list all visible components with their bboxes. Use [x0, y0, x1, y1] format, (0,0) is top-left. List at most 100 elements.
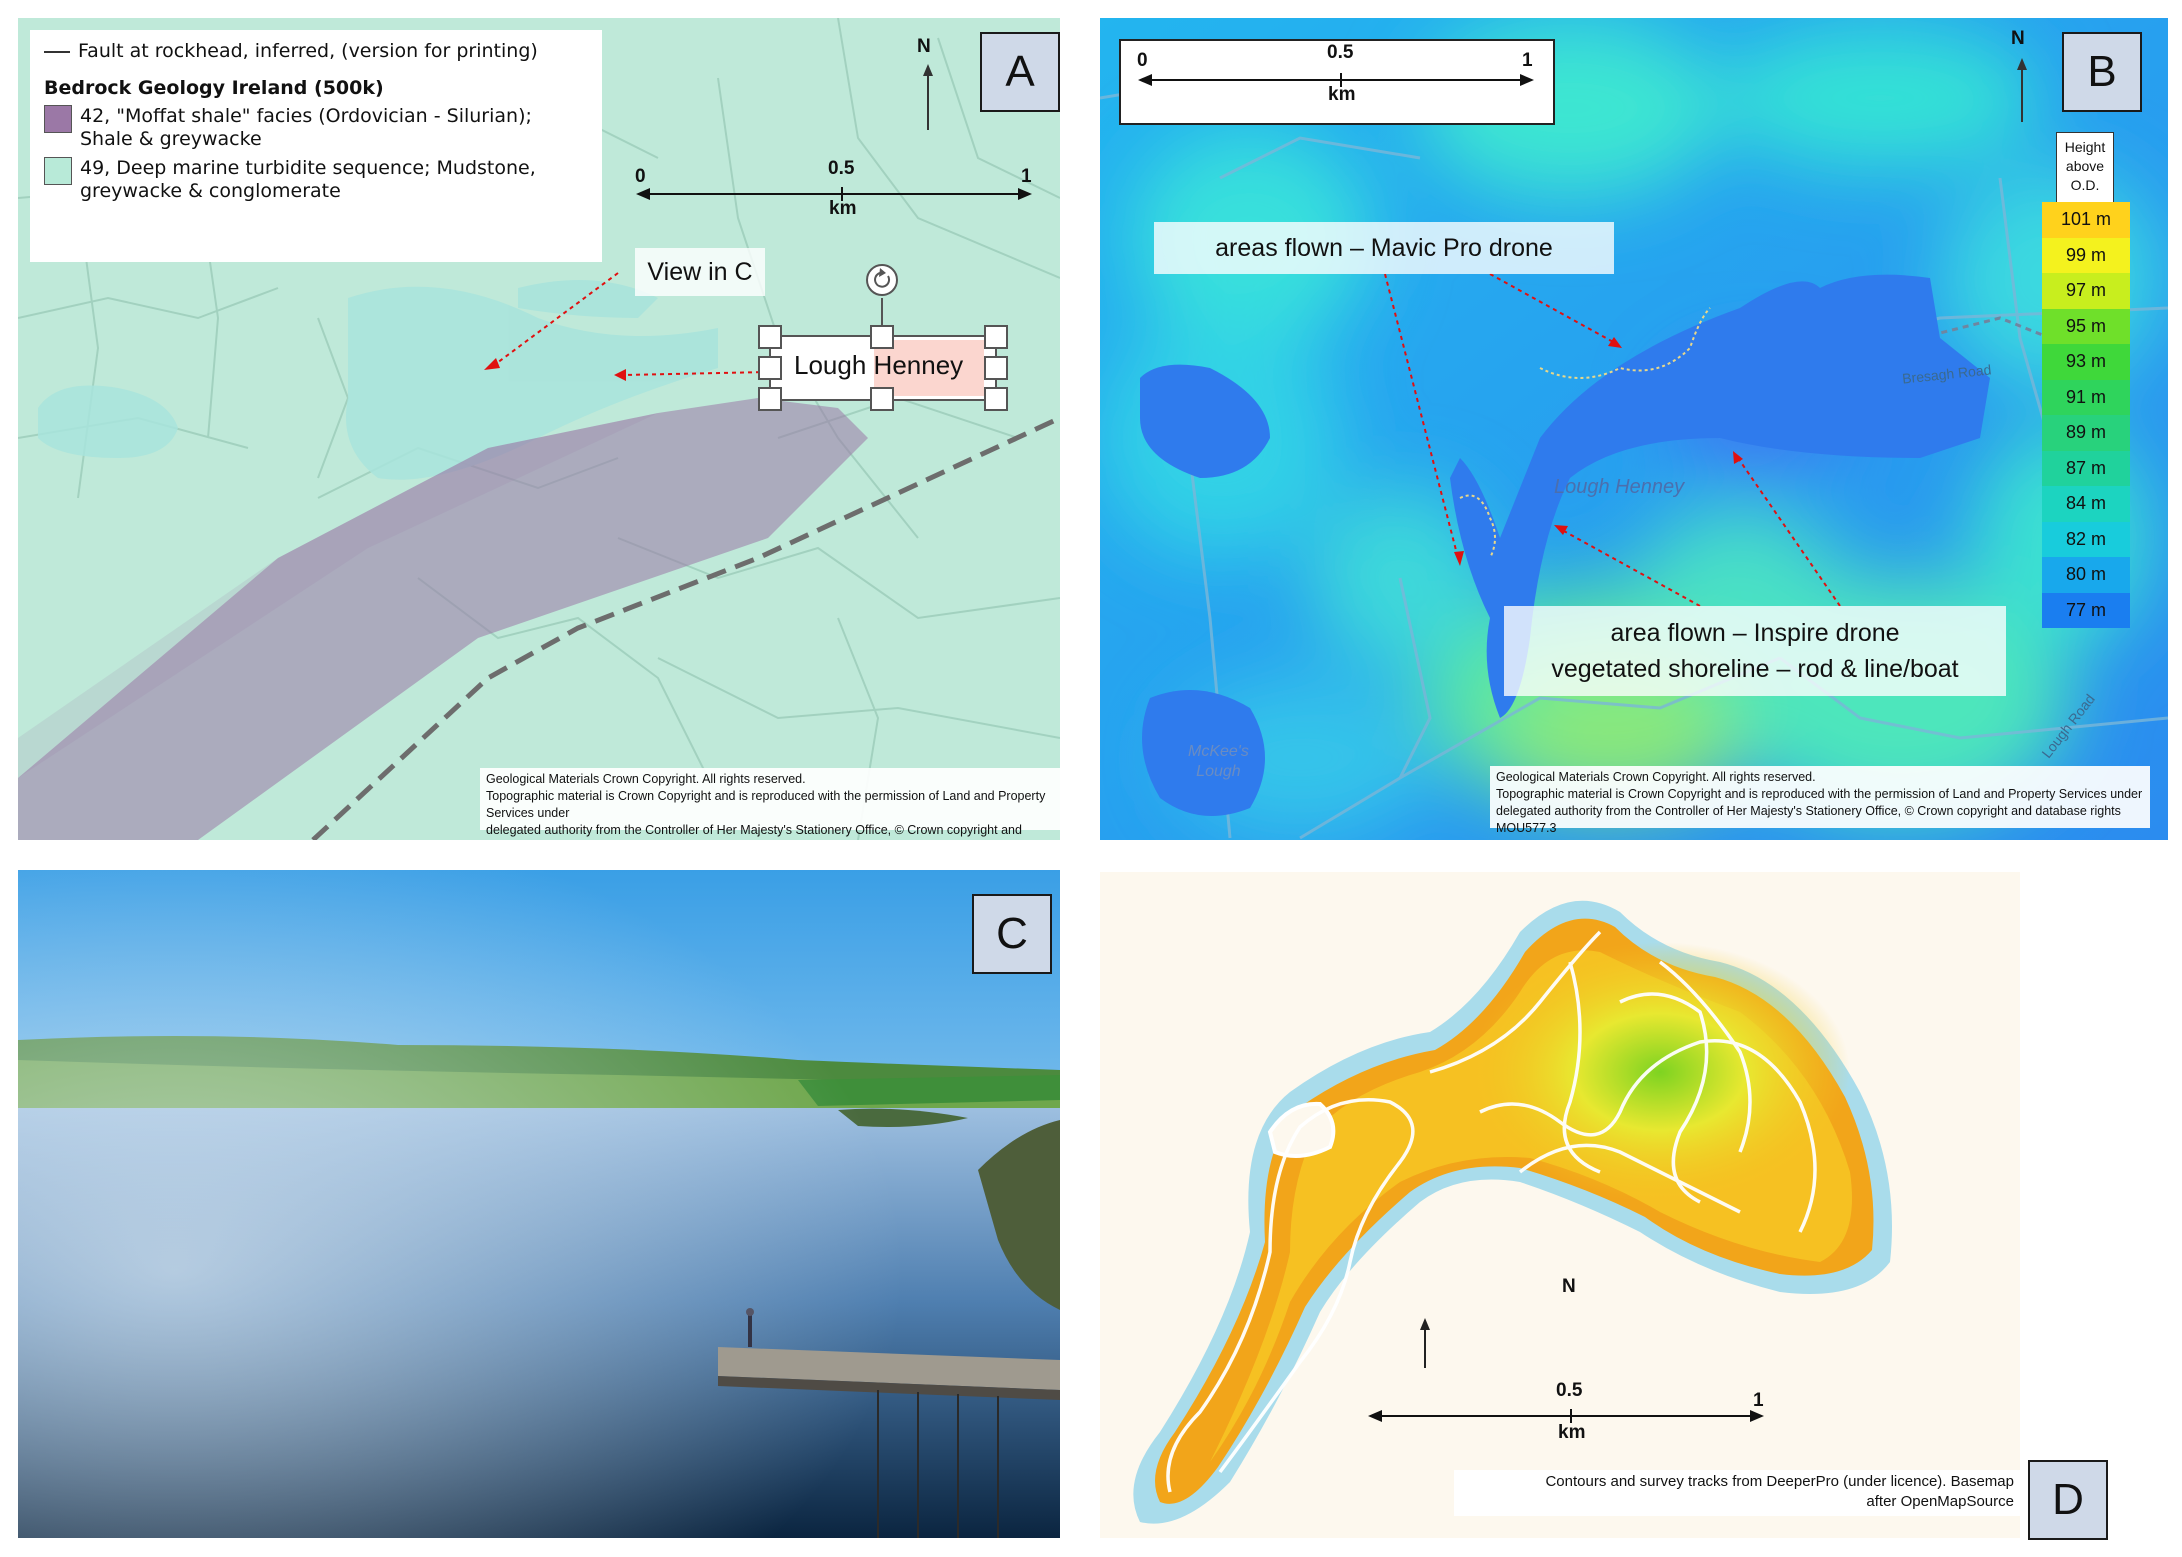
mckees-1: McKee's: [1188, 743, 1249, 760]
scale-d-1: 1: [1753, 1390, 1764, 1411]
height-title-2: above: [2065, 158, 2105, 174]
panel-c-photo: C: [18, 870, 1060, 1538]
rotate-icon: [874, 272, 891, 288]
rotate-handle[interactable]: [866, 264, 898, 296]
scale-bar-a-left: [636, 188, 650, 200]
legend-fault-text: Fault at rockhead, inferred, (version fo…: [78, 40, 538, 62]
panel-label-b: B: [2062, 32, 2142, 112]
legend-item-moffat: 42, "Moffat shale" facies (Ordovician - …: [44, 105, 588, 151]
mavic-arrow-1: [1384, 273, 1459, 559]
scale-a-05: 0.5: [828, 158, 855, 179]
resize-handle-br[interactable]: [984, 387, 1008, 411]
credit-d-1: Contours and survey tracks from DeeperPr…: [1545, 1473, 2014, 1490]
jetty-deck: [718, 1347, 1060, 1390]
resize-handle-tl[interactable]: [758, 325, 782, 349]
geology-map-svg: [18, 18, 1060, 840]
legend-turbidite-line1: 49, Deep marine turbidite sequence; Muds…: [80, 157, 536, 179]
lake-label-highlight: [874, 340, 984, 396]
survey-tracks: [1166, 930, 1817, 1493]
inspire-arrow-2: [1737, 457, 1841, 607]
north-label-b: N: [2011, 28, 2025, 49]
height-legend-item: 77 m: [2042, 592, 2130, 628]
lake-name-b: Lough Henney: [1554, 476, 1685, 498]
survey-track-mavic-1: [1539, 307, 1711, 379]
resize-handle-mr[interactable]: [984, 356, 1008, 380]
height-legend-item: 89 m: [2042, 415, 2130, 451]
north-arrow-a-head: [923, 64, 933, 76]
resize-handle-tm[interactable]: [870, 325, 894, 349]
copyright-b-1: Geological Materials Crown Copyright. Al…: [1496, 770, 1816, 784]
inspire-arrow-1-head: [1554, 525, 1568, 535]
copyright-b-3: delegated authority from the Controller …: [1496, 804, 2121, 835]
mavic-label: areas flown – Mavic Pro drone: [1154, 222, 1614, 274]
copyright-b: Geological Materials Crown Copyright. Al…: [1490, 766, 2150, 835]
legend-fault-row: Fault at rockhead, inferred, (version fo…: [44, 40, 588, 63]
scale-d-unit: km: [1558, 1422, 1586, 1443]
height-legend-item: 97 m: [2042, 273, 2130, 309]
scale-b-1: 1: [1522, 50, 1533, 71]
lakes-b: [1140, 274, 1990, 816]
photo-haze: [18, 870, 1060, 1538]
height-legend-item: 91 m: [2042, 379, 2130, 415]
panel-label-d: D: [2028, 1460, 2108, 1540]
lake-label-a: Lough Henney: [794, 350, 963, 381]
legend-moffat-line1: 42, "Moffat shale" facies (Ordovician - …: [80, 105, 532, 127]
panel-d-bathymetry: N 0.5 1 km Contours and survey tracks fr…: [1100, 872, 2020, 1538]
scale-b-05: 0.5: [1327, 42, 1354, 63]
lake-arrow-head: [614, 369, 626, 381]
panel-label-a: A: [980, 32, 1060, 112]
scale-bar-b-right: [1520, 74, 1534, 86]
inspire-line2: vegetated shoreline – rod & line/boat: [1551, 655, 1959, 683]
mckees-2: Lough: [1196, 763, 1241, 780]
mckees-label: McKee's Lough: [1188, 742, 1249, 782]
panel-b-height-map: 0 0.5 1 km N B areas flown – Mavic Pro d…: [1100, 18, 2168, 840]
lake-label-a-2: Henney: [873, 350, 964, 380]
resize-handle-ml[interactable]: [758, 356, 782, 380]
scale-box-b: [1119, 39, 1555, 125]
resize-handle-tr[interactable]: [984, 325, 1008, 349]
lake-arrow: [622, 371, 769, 376]
north-label-d: N: [1562, 1276, 1576, 1297]
view-arrow: [492, 272, 619, 367]
angler-head: [746, 1308, 754, 1316]
bathymetry-svg: [1133, 900, 1892, 1524]
scale-d-05: 0.5: [1556, 1380, 1583, 1401]
north-arrow-d-head: [1420, 1318, 1430, 1330]
height-legend-item: 84 m: [2042, 486, 2130, 522]
scale-a-1: 1: [1021, 166, 1032, 187]
resize-handle-bm[interactable]: [870, 387, 894, 411]
jetty-posts: [877, 1390, 999, 1538]
panel-label-c: C: [972, 894, 1052, 974]
height-legend-item: 99 m: [2042, 237, 2130, 273]
inspire-arrow-1: [1561, 529, 1701, 607]
scale-b-0: 0: [1137, 50, 1148, 71]
copyright-b-2: Topographic material is Crown Copyright …: [1496, 787, 2143, 801]
inspire-label: area flown – Inspire drone vegetated sho…: [1504, 606, 2006, 696]
height-legend-item: 95 m: [2042, 308, 2130, 344]
copyright-a-3: delegated authority from the Controller …: [486, 823, 1022, 837]
height-title-3: O.D.: [2070, 177, 2100, 193]
height-title-1: Height: [2064, 139, 2106, 155]
legend-turbidite-line2: greywacke & conglomerate: [80, 180, 341, 202]
rotate-icon-head: [879, 268, 886, 277]
height-legend: 101 m 99 m 97 m 95 m 93 m 91 m 89 m 87 m 84 m 82 …: [2042, 202, 2130, 628]
survey-track-mavic-2: [1459, 494, 1496, 559]
lake-label-a-1: Lough: [794, 350, 867, 380]
scale-bar-d-right: [1750, 1410, 1764, 1422]
north-label-a: N: [917, 36, 931, 57]
resize-handle-bl[interactable]: [758, 387, 782, 411]
credit-d: Contours and survey tracks from DeeperPr…: [1454, 1470, 2020, 1516]
legend-moffat-line2: Shale & greywacke: [80, 128, 262, 150]
lake-photo-svg: [18, 870, 1060, 1538]
copyright-a-1: Geological Materials Crown Copyright. Al…: [486, 772, 806, 786]
inspire-line1: area flown – Inspire drone: [1610, 619, 1900, 647]
scale-bar-a-right: [1018, 188, 1032, 200]
panel-a-geology-map: Fault at rockhead, inferred, (version fo…: [18, 18, 1060, 840]
view-arrow-head: [484, 358, 500, 370]
height-map-svg: [1100, 18, 2168, 840]
credit-d-2: after OpenMapSource: [1866, 1493, 2014, 1510]
legend-swatch-turbidite: [44, 157, 72, 185]
island-d: [1267, 1101, 1336, 1158]
fault-line: [311, 415, 1060, 840]
north-arrow-b-head: [2017, 58, 2027, 70]
